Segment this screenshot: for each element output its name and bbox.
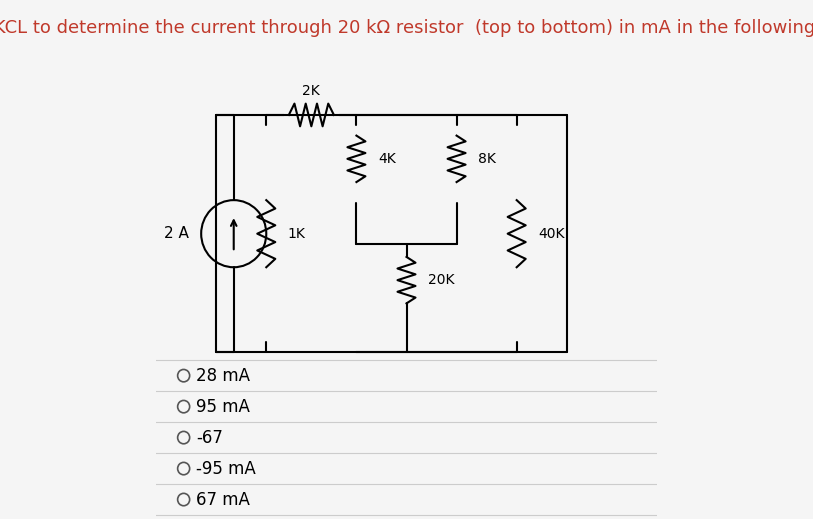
- Text: 4K: 4K: [378, 152, 396, 166]
- Text: 1K: 1K: [288, 227, 306, 241]
- Text: 2 A: 2 A: [163, 226, 189, 241]
- Text: 67 mA: 67 mA: [196, 490, 250, 509]
- Text: -95 mA: -95 mA: [196, 459, 256, 477]
- Text: 40K: 40K: [538, 227, 565, 241]
- Text: 8K: 8K: [478, 152, 496, 166]
- Text: 95 mA: 95 mA: [196, 398, 250, 416]
- Text: 2K: 2K: [302, 84, 320, 98]
- Text: 28 mA: 28 mA: [196, 366, 250, 385]
- Text: Apply KCL to determine the current through 20 kΩ resistor  (top to bottom) in mA: Apply KCL to determine the current throu…: [0, 19, 813, 37]
- Text: 20K: 20K: [428, 273, 454, 287]
- Text: -67: -67: [196, 429, 223, 446]
